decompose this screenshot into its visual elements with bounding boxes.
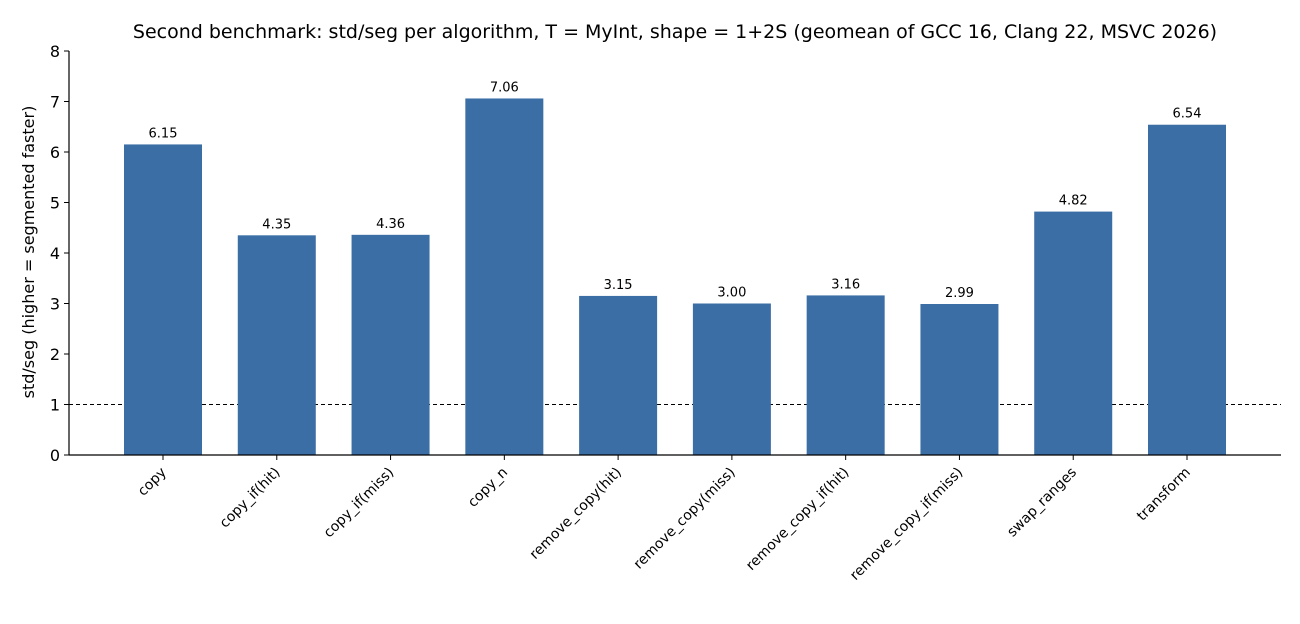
- x-tick-label-transform: transform: [1134, 465, 1194, 525]
- x-tick-label-copy_if(hit): copy_if(hit): [217, 465, 284, 532]
- y-tick-label-7: 7: [50, 93, 60, 112]
- y-tick-label-6: 6: [50, 143, 60, 162]
- bar-remove_copy(hit): [579, 295, 658, 455]
- data-label-remove_copy(miss): 3.00: [717, 286, 746, 301]
- bar-copy_n: [465, 98, 544, 455]
- x-tick-label-remove_copy(hit): remove_copy(hit): [527, 465, 625, 563]
- data-label-remove_copy_if(hit): 3.16: [831, 277, 860, 292]
- data-label-copy_if(miss): 4.36: [376, 217, 405, 232]
- x-tick-label-copy_if(miss): copy_if(miss): [321, 465, 398, 542]
- data-label-swap_ranges: 4.82: [1059, 194, 1088, 209]
- bar-remove_copy_if(miss): [920, 304, 999, 455]
- data-label-remove_copy_if(miss): 2.99: [945, 286, 974, 301]
- x-tick-label-copy_n: copy_n: [465, 465, 511, 511]
- y-tick-label-3: 3: [50, 295, 60, 314]
- y-tick-label-8: 8: [50, 42, 60, 61]
- bar-swap_ranges: [1034, 211, 1113, 455]
- data-label-remove_copy(hit): 3.15: [604, 278, 633, 293]
- axes-layer: [64, 50, 1281, 460]
- x-tick-label-remove_copy(miss): remove_copy(miss): [631, 465, 739, 573]
- chart-title: Second benchmark: std/seg per algorithm,…: [133, 21, 1217, 43]
- bars-layer: [124, 98, 1226, 456]
- y-tick-label-2: 2: [50, 345, 60, 364]
- data-label-transform: 6.54: [1173, 107, 1202, 122]
- data-label-copy_n: 7.06: [490, 80, 519, 95]
- x-tick-label-remove_copy_if(miss): remove_copy_if(miss): [847, 465, 966, 584]
- data-label-copy: 6.15: [149, 126, 178, 141]
- bar-remove_copy(miss): [692, 303, 771, 455]
- bar-copy_if(miss): [351, 234, 430, 455]
- y-tick-label-0: 0: [50, 446, 60, 465]
- y-axis-label: std/seg (higher = segmented faster): [19, 106, 38, 399]
- y-tick-label-5: 5: [50, 194, 60, 213]
- y-tick-label-4: 4: [50, 244, 60, 263]
- data-label-copy_if(hit): 4.35: [262, 217, 291, 232]
- x-tick-label-remove_copy_if(hit): remove_copy_if(hit): [743, 465, 852, 574]
- bar-copy_if(hit): [237, 235, 316, 455]
- bar-remove_copy_if(hit): [806, 295, 885, 455]
- x-tick-label-copy: copy: [135, 465, 170, 500]
- bar-copy: [124, 144, 202, 456]
- y-tick-label-1: 1: [50, 396, 60, 415]
- bar-transform: [1148, 124, 1226, 455]
- x-tick-label-swap_ranges: swap_ranges: [1004, 465, 1080, 541]
